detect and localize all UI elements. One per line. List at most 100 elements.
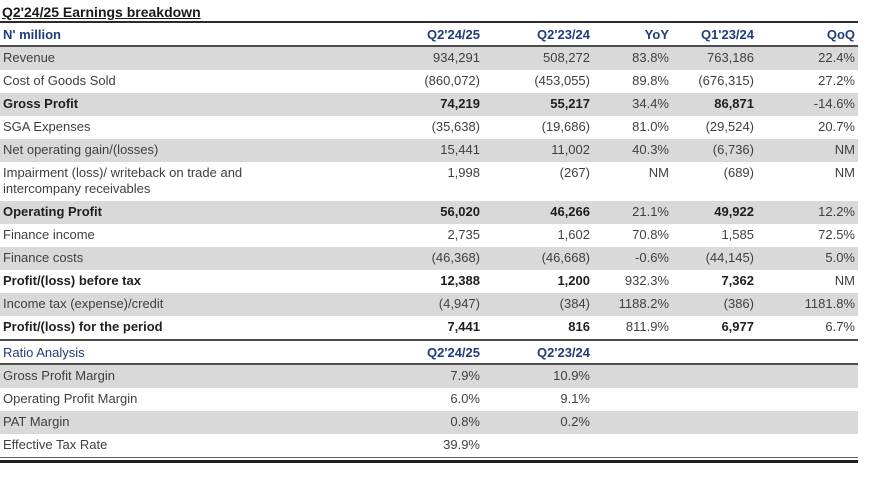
table-row: Impairment (loss)/ writeback on trade an… — [0, 162, 858, 201]
cell-value: 1,200 — [557, 273, 590, 288]
page-title: Q2'24/25 Earnings breakdown — [0, 2, 858, 23]
cell-value: (267) — [559, 165, 590, 180]
cell-value: (29,524) — [705, 119, 754, 134]
cell-value — [593, 434, 672, 458]
col-header-q1-23-24: Q1'23/24 — [672, 23, 757, 47]
earnings-report: Q2'24/25 Earnings breakdown N' million Q… — [0, 2, 858, 463]
row-label: Effective Tax Rate — [0, 434, 358, 458]
cell-value: (19,686) — [541, 119, 590, 134]
cell-value: 508,272 — [483, 46, 593, 70]
row-label: SGA Expenses — [3, 119, 91, 134]
cell-value: 39.9% — [358, 434, 483, 458]
row-label: Finance income — [3, 227, 95, 242]
cell-value: 816 — [568, 319, 590, 334]
cell-value — [757, 411, 858, 434]
cell-value: 934,291 — [358, 46, 483, 70]
cell-value: 2,735 — [447, 227, 480, 242]
cell-value: 86,871 — [672, 93, 757, 116]
row-label: Income tax (expense)/credit — [0, 293, 358, 316]
cell-value: -14.6% — [757, 93, 858, 116]
cell-value: 9.1% — [560, 391, 590, 406]
cell-value: (384) — [483, 293, 593, 316]
col-header-n-million: N' million — [0, 23, 358, 47]
cell-value: (689) — [723, 165, 754, 180]
cell-value: 46,266 — [483, 201, 593, 224]
table-row: Profit/(loss) before tax 12,388 1,200 932.3… — [0, 270, 858, 293]
cell-value: 7,441 — [447, 319, 480, 334]
table-row: Income tax (expense)/credit (4,947) (384) 1… — [0, 293, 858, 316]
row-label: PAT Margin — [0, 411, 358, 434]
cell-value: 6,977 — [721, 319, 754, 334]
row-label: Profit/(loss) before tax — [3, 273, 141, 288]
row-label: Profit/(loss) for the period — [3, 319, 163, 334]
cell-value: 89.8% — [632, 73, 669, 88]
header-row: N' million Q2'24/25 Q2'23/24 YoY Q1'23/2… — [0, 23, 858, 47]
row-label: Net operating gain/(losses) — [0, 139, 358, 162]
cell-value — [672, 434, 757, 458]
cell-value — [672, 411, 757, 434]
cell-value: 74,219 — [358, 93, 483, 116]
table-row: Gross Profit Margin 7.9% 10.9% — [0, 364, 858, 388]
cell-value: 49,922 — [672, 201, 757, 224]
cell-value: 83.8% — [593, 46, 672, 70]
cell-value: NM — [757, 139, 858, 162]
row-label: Operating Profit — [0, 201, 358, 224]
cell-value — [593, 411, 672, 434]
table-row: Operating Profit 56,020 46,266 21.1% 49,922 1… — [0, 201, 858, 224]
earnings-table: N' million Q2'24/25 Q2'23/24 YoY Q1'23/2… — [0, 23, 858, 341]
table-row: PAT Margin 0.8% 0.2% — [0, 411, 858, 434]
ratio-section-title: Ratio Analysis — [0, 341, 358, 365]
cell-value: (6,736) — [672, 139, 757, 162]
cell-value: (4,947) — [358, 293, 483, 316]
ratio-col-header-q2-24-25: Q2'24/25 — [358, 341, 483, 365]
cell-value: NM — [648, 165, 669, 180]
col-header-yoy: YoY — [593, 23, 672, 47]
row-label: Cost of Goods Sold — [3, 73, 116, 88]
cell-value: 15,441 — [358, 139, 483, 162]
row-label: Revenue — [0, 46, 358, 70]
table-row: Cost of Goods Sold (860,072) (453,055) 89.8… — [0, 70, 858, 93]
table-row: Finance costs (46,368) (46,668) -0.6% (44,14… — [0, 247, 858, 270]
cell-value — [483, 434, 593, 458]
table-row: Profit/(loss) for the period 7,441 816 811.… — [0, 316, 858, 340]
ratio-col-header-empty-3 — [757, 341, 858, 365]
ratio-col-header-q2-23-24: Q2'23/24 — [483, 341, 593, 365]
cell-value: 72.5% — [818, 227, 855, 242]
cell-value — [757, 434, 858, 458]
table-bottom-border — [0, 460, 858, 463]
cell-value — [593, 364, 672, 388]
table-row: Net operating gain/(losses) 15,441 11,002 4… — [0, 139, 858, 162]
cell-value: (35,638) — [431, 119, 480, 134]
cell-value: 763,186 — [672, 46, 757, 70]
cell-value: 21.1% — [593, 201, 672, 224]
table-row: Revenue 934,291 508,272 83.8% 763,186 22.4% — [0, 46, 858, 70]
cell-value: -0.6% — [593, 247, 672, 270]
cell-value: 56,020 — [358, 201, 483, 224]
cell-value: 22.4% — [757, 46, 858, 70]
cell-value: 7,362 — [721, 273, 754, 288]
cell-value: 932.3% — [624, 273, 669, 288]
cell-value — [672, 364, 757, 388]
ratio-col-header-empty-1 — [593, 341, 672, 365]
cell-value — [672, 388, 757, 411]
cell-value: 81.0% — [632, 119, 669, 134]
cell-value: 20.7% — [818, 119, 855, 134]
row-label: Gross Profit — [0, 93, 358, 116]
row-label: Finance costs — [0, 247, 358, 270]
cell-value: NM — [834, 273, 855, 288]
cell-value: 12,388 — [440, 273, 480, 288]
cell-value: NM — [834, 165, 855, 180]
cell-value: 6.7% — [825, 319, 855, 334]
col-header-q2-23-24: Q2'23/24 — [483, 23, 593, 47]
table-row: Finance income 2,735 1,602 70.8% 1,585 72.5% — [0, 224, 858, 247]
row-label: Gross Profit Margin — [0, 364, 358, 388]
cell-value: (46,368) — [358, 247, 483, 270]
cell-value: 0.2% — [483, 411, 593, 434]
cell-value: 10.9% — [483, 364, 593, 388]
cell-value: 11,002 — [483, 139, 593, 162]
cell-value: 1,998 — [447, 165, 480, 180]
cell-value: 40.3% — [593, 139, 672, 162]
cell-value — [757, 388, 858, 411]
cell-value: (46,668) — [483, 247, 593, 270]
cell-value: 5.0% — [757, 247, 858, 270]
